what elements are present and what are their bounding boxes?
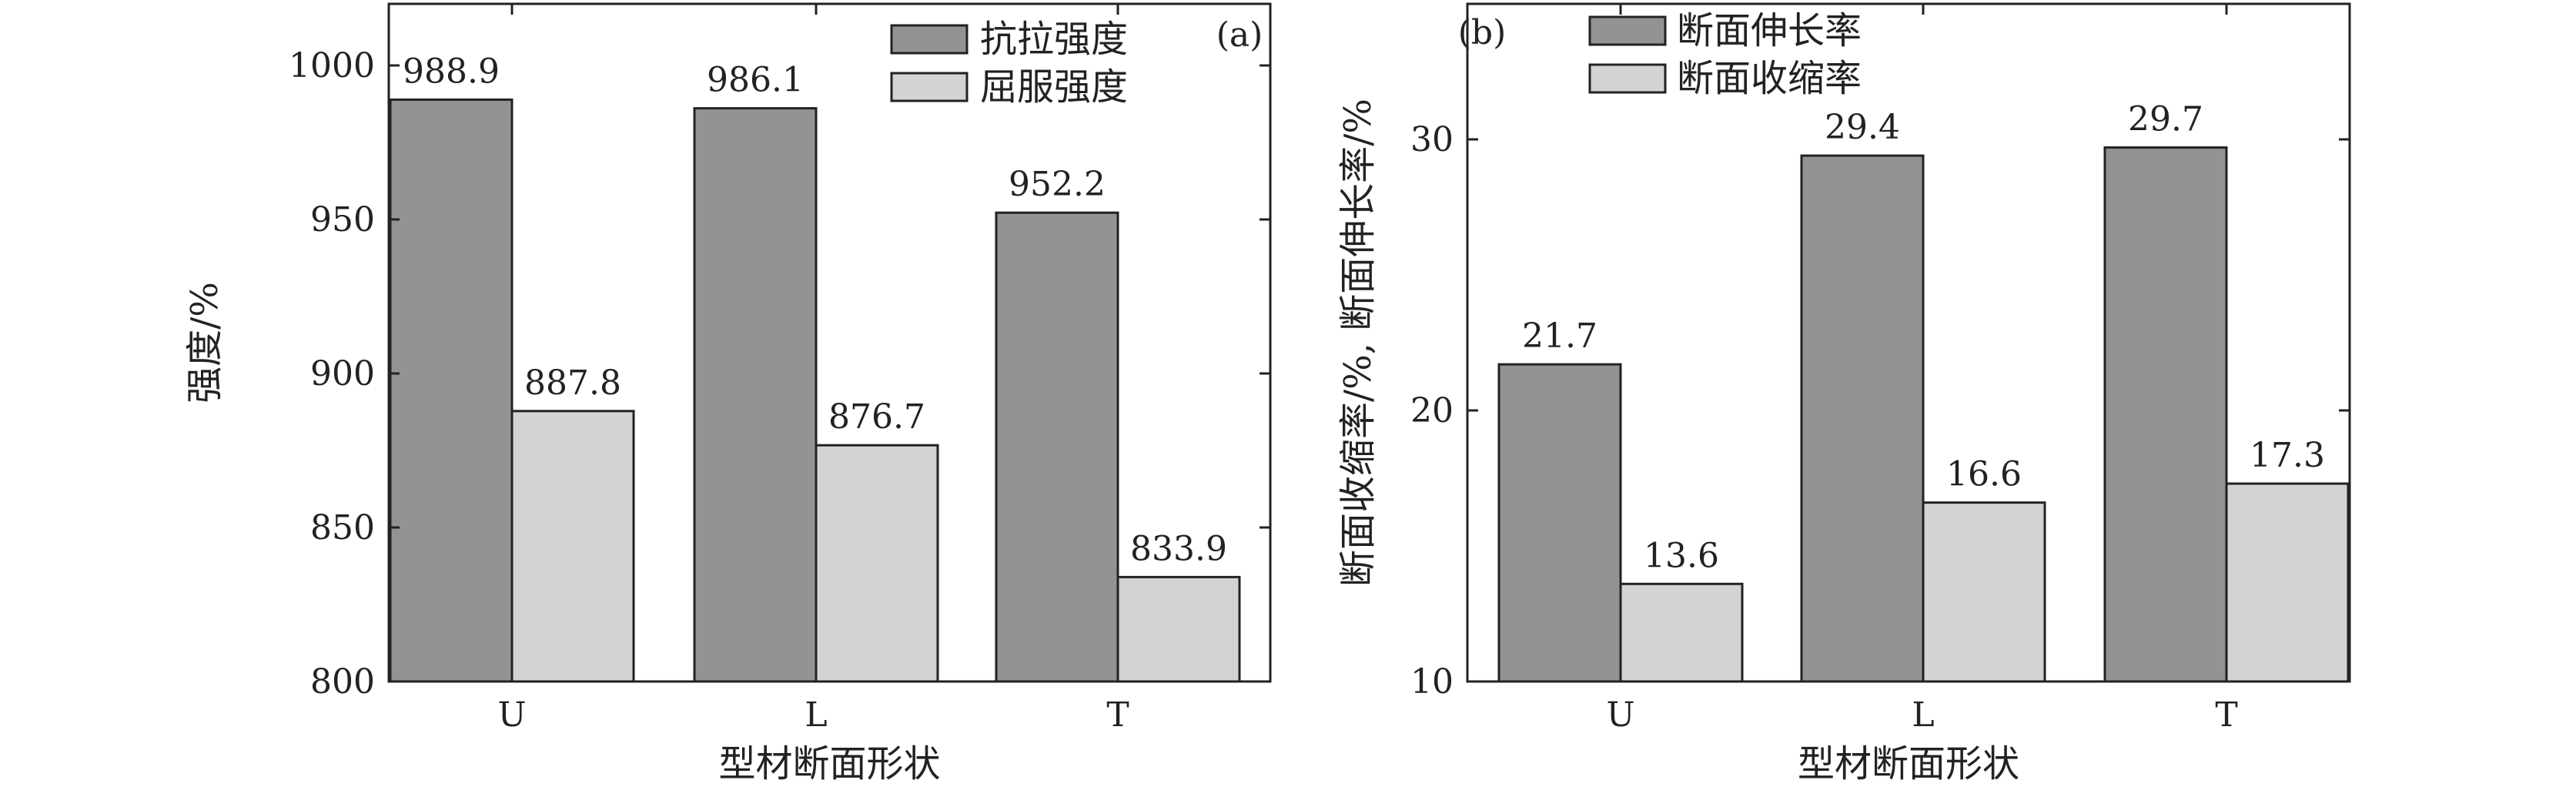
bar-a-1-t: [995, 211, 1119, 683]
legend-label-a-1: 抗拉强度: [980, 18, 1128, 61]
panel-label-b: (b): [1458, 13, 1507, 52]
bar-a-2-l: [815, 444, 939, 683]
x-axis-title-b: 型材断面形状: [1798, 742, 2019, 785]
data-label-b-1-t: 29.7: [2128, 100, 2203, 139]
x-axis-title-a: 型材断面形状: [718, 742, 940, 785]
bar-b-1-l: [1800, 154, 1925, 683]
data-label-a-1-t: 952.2: [1009, 165, 1106, 204]
y-tick-label-a-4: 1000: [289, 46, 375, 85]
panel-label-a: (a): [1216, 15, 1263, 55]
x-tick-label-a-u: U: [497, 695, 526, 735]
legend-swatch-a-2: [890, 72, 969, 102]
x-tick-label-a-l: L: [805, 695, 827, 735]
data-label-a-2-u: 887.8: [524, 363, 621, 403]
y-tick-label-a-2: 900: [310, 354, 375, 393]
legend-swatch-a-1: [890, 24, 969, 55]
chart-panel-a: 988.9 887.8 U 986.1 876.7 L 952.2 833.9 T 800 850 9…: [183, 2, 1272, 785]
data-label-a-1-l: 986.1: [707, 61, 804, 100]
data-label-a-2-t: 833.9: [1130, 529, 1227, 568]
data-label-a-1-u: 988.9: [403, 52, 500, 91]
y-axis-title-b: 断面收缩率/%, 断面伸长率/%: [1337, 99, 1380, 587]
y-tick-label-b-1: 20: [1410, 391, 1454, 430]
x-tick-label-b-t: T: [2215, 695, 2237, 735]
plot-frame-a: [387, 2, 1272, 683]
data-label-b-1-l: 29.4: [1825, 108, 1900, 147]
bar-b-1-u: [1497, 363, 1622, 683]
data-label-b-2-t: 17.3: [2250, 436, 2325, 475]
bar-b-2-u: [1619, 582, 1744, 683]
bar-a-2-u: [510, 410, 635, 683]
legend-swatch-b-2: [1588, 63, 1667, 94]
bar-b-1-t: [2103, 146, 2228, 683]
data-label-b-2-l: 16.6: [1946, 455, 2022, 494]
x-tick-label-b-l: L: [1912, 695, 1934, 735]
chart-panel-b: 21.7 13.6 U 29.4 16.6 L 29.7 17.3 T 10 20 30 型材断面形状 断…: [1337, 2, 2351, 785]
bar-a-2-t: [1116, 575, 1241, 683]
x-tick-label-b-u: U: [1606, 695, 1634, 735]
data-label-b-2-u: 13.6: [1644, 536, 1719, 575]
bar-a-1-u: [389, 98, 514, 683]
legend-label-b-1: 断面伸长率: [1677, 9, 1862, 52]
bar-b-2-t: [2225, 482, 2350, 683]
plot-frame-b: [1466, 2, 2351, 683]
legend-label-a-2: 屈服强度: [980, 65, 1128, 109]
legend-swatch-b-1: [1588, 15, 1667, 46]
legend-label-b-2: 断面收缩率: [1677, 57, 1862, 100]
x-tick-label-a-t: T: [1106, 695, 1129, 735]
data-label-a-2-l: 876.7: [828, 397, 925, 437]
bar-b-2-l: [1922, 501, 2046, 683]
bar-a-1-l: [693, 107, 818, 683]
y-tick-label-a-3: 950: [310, 200, 375, 239]
y-tick-label-b-0: 10: [1410, 662, 1454, 702]
data-label-b-1-u: 21.7: [1522, 316, 1597, 356]
y-tick-label-b-2: 30: [1410, 120, 1454, 159]
y-tick-label-a-0: 800: [310, 662, 375, 702]
y-tick-label-a-1: 850: [310, 508, 375, 548]
y-axis-title-a: 强度/%: [183, 282, 226, 404]
